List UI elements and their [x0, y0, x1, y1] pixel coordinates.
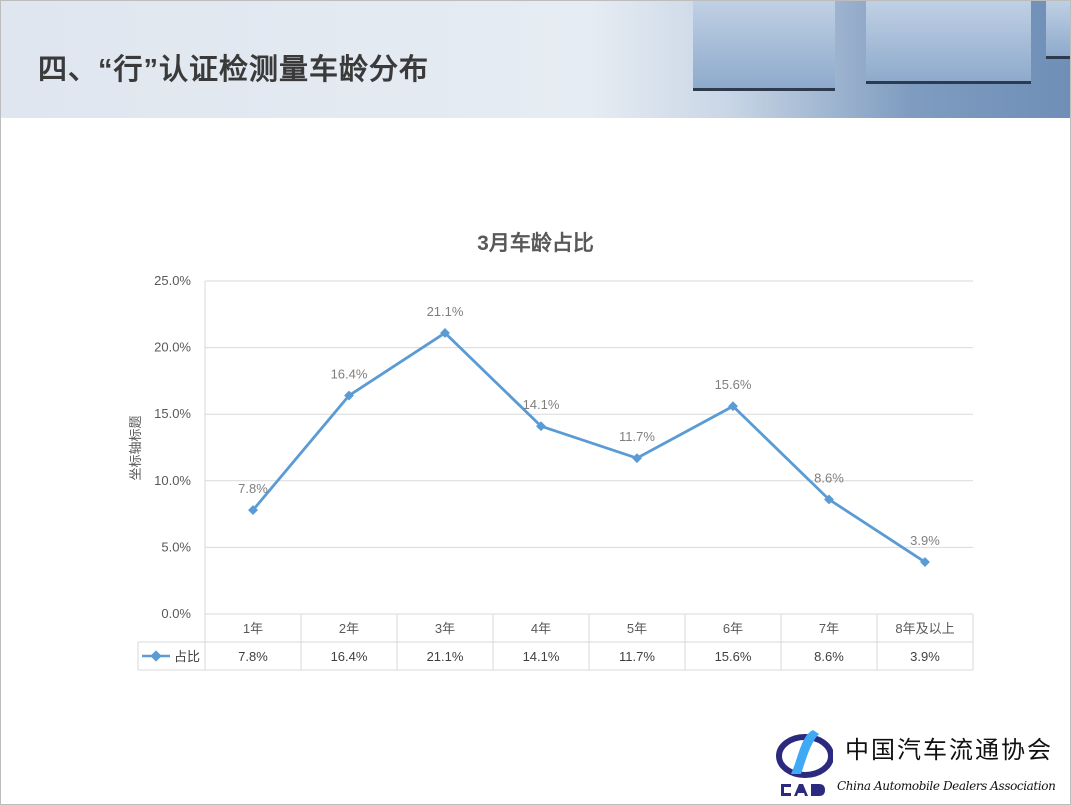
cada-logo: 中国汽车流通协会 China Automobile Dealers Associ… [775, 726, 1065, 802]
table-value: 8.6% [814, 649, 844, 664]
x-tick-label: 8年及以上 [895, 621, 954, 636]
y-axis-title: 坐标轴标题 [128, 415, 143, 480]
data-point [536, 421, 546, 432]
data-label: 8.6% [814, 470, 844, 485]
table-value: 3.9% [910, 649, 940, 664]
decorative-cube [866, 1, 1031, 84]
data-label: 16.4% [331, 367, 368, 382]
decorative-cube [693, 1, 835, 91]
logo-name-en: China Automobile Dealers Association [837, 779, 1056, 793]
x-tick-label: 1年 [243, 621, 263, 636]
x-tick-label: 2年 [339, 621, 359, 636]
data-point [632, 453, 642, 464]
table-value: 14.1% [523, 649, 560, 664]
data-point [248, 505, 258, 516]
data-label: 15.6% [715, 377, 752, 392]
data-label: 3.9% [910, 533, 940, 548]
data-point [344, 390, 354, 401]
data-point [824, 494, 834, 505]
cada-logo-icon [776, 730, 833, 796]
slide-header [1, 1, 1070, 118]
y-tick-label: 5.0% [161, 539, 191, 554]
slide-title: 四、“行”认证检测量车龄分布 [38, 54, 430, 86]
x-tick-label: 7年 [819, 621, 839, 636]
chart-title: 3月车龄占比 [477, 232, 594, 255]
legend-marker [150, 650, 162, 662]
y-tick-label: 20.0% [154, 340, 191, 355]
y-tick-label: 15.0% [154, 406, 191, 421]
legend-label: 占比 [174, 649, 200, 664]
table-value: 15.6% [715, 649, 752, 664]
table-value: 16.4% [331, 649, 368, 664]
table-value: 7.8% [238, 649, 268, 664]
y-tick-label: 25.0% [154, 273, 191, 288]
table-value: 21.1% [427, 649, 464, 664]
data-label: 21.1% [427, 304, 464, 319]
decorative-cube [1046, 1, 1070, 59]
logo-name-cn: 中国汽车流通协会 [845, 736, 1053, 764]
data-point [440, 327, 450, 338]
y-tick-label: 0.0% [161, 606, 191, 621]
x-tick-label: 4年 [531, 621, 551, 636]
data-label: 11.7% [619, 429, 655, 444]
series-line [251, 331, 926, 564]
y-tick-label: 10.0% [154, 473, 191, 488]
data-label: 14.1% [523, 397, 560, 412]
data-label: 7.8% [238, 481, 268, 496]
x-tick-label: 5年 [627, 621, 647, 636]
x-tick-label: 6年 [723, 621, 743, 636]
data-point [920, 557, 930, 568]
x-tick-label: 3年 [435, 621, 455, 636]
data-point [728, 401, 738, 412]
table-value: 11.7% [619, 649, 655, 664]
